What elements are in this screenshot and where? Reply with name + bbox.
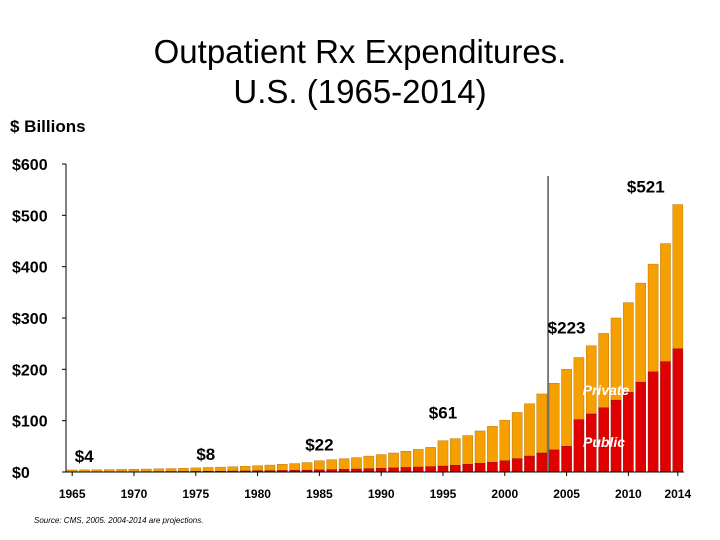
bar-private-1996 bbox=[450, 438, 461, 466]
source-note: Source: CMS, 2005. 2004-2014 are project… bbox=[34, 516, 204, 525]
value-callout-1965: $4 bbox=[75, 447, 94, 466]
bar-public-1992 bbox=[400, 467, 412, 473]
bar-private-1977 bbox=[215, 466, 226, 472]
bar-private-1972 bbox=[153, 468, 164, 472]
bar-public-1990 bbox=[375, 468, 387, 473]
chart-title-line-1: Outpatient Rx Expenditures. bbox=[153, 33, 567, 70]
private-segment-label: Private bbox=[583, 382, 630, 398]
bar-private-2001 bbox=[511, 412, 523, 459]
x-tick-label-1995: 1995 bbox=[430, 487, 457, 501]
bar-public-1997 bbox=[462, 464, 473, 473]
bar-private-1975 bbox=[190, 467, 202, 472]
bar-private-1987 bbox=[338, 458, 350, 470]
bar-private-1989 bbox=[363, 455, 375, 469]
bar-private-2011 bbox=[635, 282, 647, 383]
bar-private-2002 bbox=[524, 403, 535, 457]
bar-private-1974 bbox=[178, 468, 189, 472]
public-segment-label: Public bbox=[583, 434, 625, 450]
value-callout-1985: $22 bbox=[305, 436, 333, 455]
value-callout-1995: $61 bbox=[429, 404, 457, 423]
bar-private-1998 bbox=[474, 430, 486, 464]
bar-public-1999 bbox=[487, 462, 498, 473]
bar-private-1994 bbox=[425, 447, 436, 467]
x-tick-label-1980: 1980 bbox=[244, 487, 271, 501]
y-tick-label: $0 bbox=[12, 465, 30, 482]
bar-private-1988 bbox=[351, 457, 362, 470]
bar-private-1993 bbox=[412, 449, 424, 468]
bar-public-1989 bbox=[363, 468, 375, 473]
bar-private-2012 bbox=[647, 263, 659, 373]
bar-public-2003 bbox=[536, 452, 548, 473]
bar-private-1968 bbox=[103, 469, 115, 472]
bar-private-1995 bbox=[437, 440, 449, 467]
bar-private-1980 bbox=[252, 465, 263, 472]
chart-title-line-2: U.S. (1965-2014) bbox=[233, 73, 487, 110]
bar-public-2014 bbox=[672, 348, 684, 473]
bar-private-1978 bbox=[227, 466, 239, 472]
bar-public-2002 bbox=[524, 455, 535, 473]
x-tick-label-1970: 1970 bbox=[121, 487, 148, 501]
y-axis-unit-label: $ Billions bbox=[10, 117, 86, 136]
bar-private-1985 bbox=[314, 460, 325, 471]
bar-private-1973 bbox=[165, 468, 177, 472]
bar-private-1970 bbox=[128, 468, 140, 472]
x-tick-label-2005: 2005 bbox=[553, 487, 580, 501]
bar-public-2005 bbox=[561, 446, 572, 473]
value-callout-1975: $8 bbox=[196, 445, 215, 464]
bar-private-1982 bbox=[277, 464, 288, 471]
x-tick-label-1965: 1965 bbox=[59, 487, 86, 501]
bar-public-2001 bbox=[511, 458, 523, 473]
bar-private-1997 bbox=[462, 435, 473, 465]
bar-private-1983 bbox=[289, 463, 300, 471]
bar-private-2010 bbox=[623, 302, 634, 393]
bar-private-1990 bbox=[375, 454, 387, 469]
bar-private-1976 bbox=[202, 467, 214, 472]
bar-public-1996 bbox=[450, 465, 461, 473]
bar-public-1994 bbox=[425, 466, 436, 473]
bar-public-2000 bbox=[499, 460, 511, 473]
y-tick-label: $600 bbox=[12, 157, 48, 174]
bar-public-2011 bbox=[635, 381, 647, 473]
bar-public-1998 bbox=[474, 463, 486, 473]
bar-private-1986 bbox=[326, 459, 338, 470]
bar-private-2005 bbox=[561, 369, 572, 447]
bar-private-1984 bbox=[301, 462, 313, 471]
bar-private-1999 bbox=[487, 426, 498, 463]
x-tick-label-1985: 1985 bbox=[306, 487, 333, 501]
bar-private-2000 bbox=[499, 419, 511, 461]
bar-public-2010 bbox=[623, 392, 634, 473]
bar-private-1969 bbox=[116, 469, 127, 472]
bar-public-2004 bbox=[548, 449, 560, 473]
bar-private-2013 bbox=[660, 243, 671, 362]
bar-private-1971 bbox=[141, 468, 152, 472]
bar-public-1995 bbox=[437, 465, 449, 473]
bar-private-2007 bbox=[586, 345, 597, 415]
bar-private-1981 bbox=[264, 464, 276, 471]
bar-private-1979 bbox=[239, 466, 251, 472]
bar-public-2012 bbox=[647, 371, 659, 473]
value-callout-2005: $223 bbox=[548, 318, 586, 337]
y-tick-label: $100 bbox=[12, 414, 48, 431]
bar-private-2004 bbox=[548, 382, 560, 451]
y-tick-label: $400 bbox=[12, 260, 48, 277]
x-tick-label-1990: 1990 bbox=[368, 487, 395, 501]
bar-private-2014 bbox=[672, 204, 684, 350]
x-tick-label-2010: 2010 bbox=[615, 487, 642, 501]
value-callout-2014: $521 bbox=[627, 178, 665, 197]
x-tick-label-2014: 2014 bbox=[664, 487, 691, 501]
x-tick-label-2000: 2000 bbox=[491, 487, 518, 501]
bar-public-2013 bbox=[660, 361, 671, 473]
bar-public-1993 bbox=[412, 466, 424, 473]
y-tick-label: $300 bbox=[12, 311, 48, 328]
y-tick-label: $200 bbox=[12, 362, 48, 379]
y-tick-label: $500 bbox=[12, 208, 48, 225]
bar-private-1991 bbox=[388, 452, 399, 469]
bar-private-1992 bbox=[400, 451, 412, 468]
x-tick-label-1975: 1975 bbox=[182, 487, 209, 501]
bar-public-1991 bbox=[388, 467, 399, 473]
bar-private-2003 bbox=[536, 393, 548, 454]
